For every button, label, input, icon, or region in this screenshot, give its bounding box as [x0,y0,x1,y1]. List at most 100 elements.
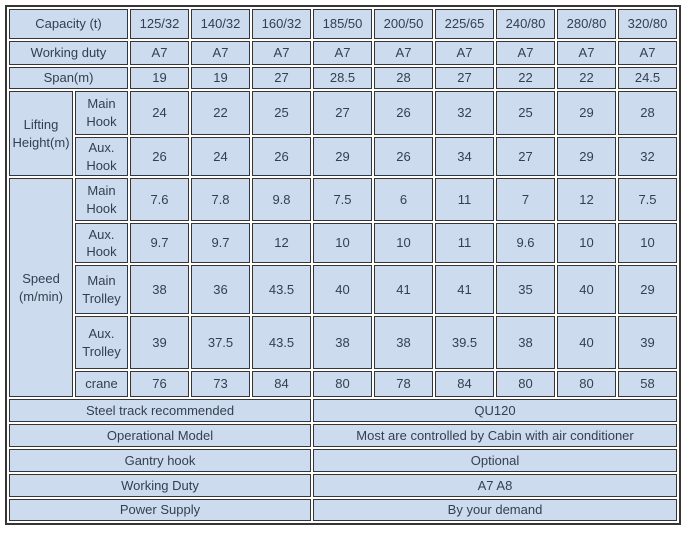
footer-value-cell: QU120 [313,399,677,423]
spec-value-cell: 27 [252,67,311,89]
row-label-lifting-height: Lifting Height(m) [9,91,73,177]
span-row: Span(m) 19 19 27 28.5 28 27 22 22 24.5 [9,67,677,89]
sub-row-label-aux-hook: Aux. Hook [75,137,128,177]
speed-main-hook-row: Speed (m/min) Main Hook 7.6 7.8 9.8 7.5 … [9,178,677,398]
footer-label-cell: Operational Model [9,424,311,448]
spec-value-cell: A7 [130,41,189,65]
capacity-column-header: 225/65 [435,9,494,39]
spec-value-cell: 10 [618,223,677,264]
row-label-speed: Speed (m/min) [9,178,73,398]
spec-value-cell: 28.5 [313,67,372,89]
spec-value-cell: 27 [496,137,555,177]
speed-aux-trolley-row: Aux. Trolley 39 37.5 43.5 38 38 39.5 38 … [9,316,677,370]
working-duty-row: Working duty A7 A7 A7 A7 A7 A7 A7 A7 A7 [9,41,677,65]
spec-value-cell: 9.7 [130,223,189,264]
spec-value-cell: 34 [435,137,494,177]
spec-value-cell: 35 [496,265,555,315]
spec-value-cell: 26 [374,91,433,135]
spec-value-cell: 40 [557,316,616,370]
spec-value-cell: 26 [252,137,311,177]
spec-value-cell: 29 [557,137,616,177]
capacity-header-label: Capacity (t) [9,9,128,39]
footer-value-cell: A7 A8 [313,474,677,498]
spec-value-cell: A7 [557,41,616,65]
spec-value-cell: 32 [435,91,494,135]
spec-value-cell: 80 [313,371,372,398]
spec-value-cell: 10 [374,223,433,264]
spec-value-cell: A7 [374,41,433,65]
spec-value-cell: 76 [130,371,189,398]
footer-label-cell: Gantry hook [9,449,311,473]
spec-value-cell: 10 [557,223,616,264]
spec-value-cell: A7 [496,41,555,65]
spec-value-cell: 58 [618,371,677,398]
spec-value-cell: 12 [252,223,311,264]
spec-value-cell: A7 [313,41,372,65]
spec-value-cell: 38 [130,265,189,315]
spec-value-cell: 38 [496,316,555,370]
spec-value-cell: 19 [191,67,250,89]
sub-row-label-main-hook: Main Hook [75,178,128,222]
speed-crane-row: crane 76 73 84 80 78 84 80 80 58 [9,371,677,398]
spec-value-cell: 12 [557,178,616,222]
footer-row-operational-model: Operational Model Most are controlled by… [9,424,677,448]
spec-value-cell: 26 [374,137,433,177]
spec-value-cell: 7.6 [130,178,189,222]
spec-value-cell: 40 [313,265,372,315]
spec-value-cell: 19 [130,67,189,89]
capacity-column-header: 320/80 [618,9,677,39]
spec-value-cell: 84 [252,371,311,398]
spec-value-cell: 73 [191,371,250,398]
spec-value-cell: 22 [191,91,250,135]
footer-value-cell: By your demand [313,499,677,521]
spec-value-cell: 9.7 [191,223,250,264]
row-label-working-duty: Working duty [9,41,128,65]
sub-row-label-aux-trolley: Aux. Trolley [75,316,128,370]
spec-value-cell: A7 [191,41,250,65]
spec-value-cell: A7 [252,41,311,65]
spec-value-cell: 7.5 [618,178,677,222]
lifting-height-main-hook-row: Lifting Height(m) Main Hook 24 22 25 27 … [9,91,677,177]
footer-label-cell: Working Duty [9,474,311,498]
lifting-height-aux-hook-row: Aux. Hook 26 24 26 29 26 34 27 29 32 [9,137,677,177]
spec-value-cell: 24 [191,137,250,177]
spec-value-cell: 37.5 [191,316,250,370]
capacity-column-header: 160/32 [252,9,311,39]
footer-row-steel-track: Steel track recommended QU120 [9,399,677,423]
capacity-column-header: 185/50 [313,9,372,39]
spec-value-cell: 32 [618,137,677,177]
capacity-column-header: 140/32 [191,9,250,39]
spec-value-cell: 24 [130,91,189,135]
spec-value-cell: 41 [435,265,494,315]
spec-value-cell: 27 [313,91,372,135]
sub-row-label-aux-hook: Aux. Hook [75,223,128,264]
spec-value-cell: 26 [130,137,189,177]
spec-value-cell: A7 [618,41,677,65]
sub-row-label-main-hook: Main Hook [75,91,128,135]
spec-value-cell: 9.6 [496,223,555,264]
spec-value-cell: 29 [557,91,616,135]
spec-value-cell: A7 [435,41,494,65]
spec-value-cell: 43.5 [252,265,311,315]
footer-row-working-duty: Working Duty A7 A8 [9,474,677,498]
spec-value-cell: 9.8 [252,178,311,222]
spec-value-cell: 84 [435,371,494,398]
spec-value-cell: 28 [374,67,433,89]
spec-value-cell: 27 [435,67,494,89]
spec-value-cell: 25 [496,91,555,135]
spec-value-cell: 78 [374,371,433,398]
spec-value-cell: 11 [435,178,494,222]
sub-row-label-crane: crane [75,371,128,398]
spec-value-cell: 22 [557,67,616,89]
spec-value-cell: 40 [557,265,616,315]
capacity-column-header: 280/80 [557,9,616,39]
spec-value-cell: 25 [252,91,311,135]
capacity-row: Capacity (t) 125/32 140/32 160/32 185/50… [9,9,677,39]
spec-value-cell: 28 [618,91,677,135]
sub-row-label-main-trolley: Main Trolley [75,265,128,315]
spec-value-cell: 29 [313,137,372,177]
spec-value-cell: 80 [557,371,616,398]
footer-row-power-supply: Power Supply By your demand [9,499,677,521]
spec-value-cell: 7 [496,178,555,222]
